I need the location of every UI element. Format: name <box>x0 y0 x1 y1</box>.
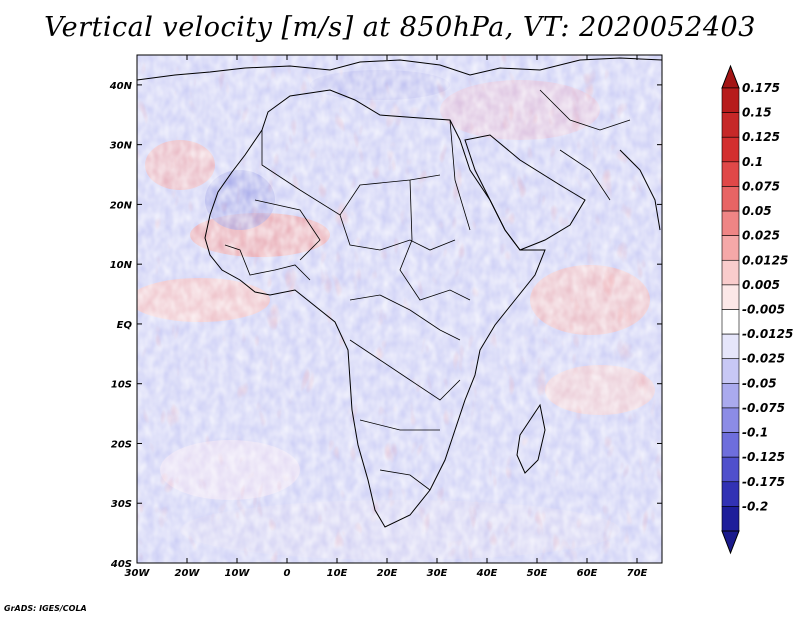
madagascar-coastline <box>516 403 546 474</box>
velocity-field <box>137 55 662 563</box>
colorbar-label: -0.0125 <box>742 327 793 341</box>
colorbar-swatch <box>721 112 740 138</box>
lon-tick-label: 10E <box>327 568 348 579</box>
colorbar-swatch <box>721 481 740 507</box>
colorbar-label: -0.025 <box>742 352 785 366</box>
lat-tick-label: 20N <box>110 200 133 211</box>
europe-coastline <box>137 57 662 81</box>
colorbar-swatch <box>721 136 740 163</box>
colorbar-swatch <box>721 456 740 483</box>
lat-tick-label: 40N <box>109 81 133 92</box>
colorbar-label: 0.175 <box>742 81 780 95</box>
lon-tick-label: 0 <box>284 568 291 579</box>
lat-tick-label: 20S <box>111 439 132 450</box>
colorbar-label: 0.025 <box>742 229 780 243</box>
colorbar-label: 0.15 <box>742 106 772 120</box>
lat-tick-label: EQ <box>117 320 133 331</box>
colorbar-swatch <box>721 407 740 433</box>
lon-tick-label: 60E <box>577 568 598 579</box>
lon-tick-label: 30E <box>427 568 448 579</box>
india-coastline <box>619 149 661 231</box>
colorbar-label: 0.1 <box>742 155 763 169</box>
colorbar-swatch <box>721 432 740 458</box>
lat-tick-label: 10S <box>111 380 132 391</box>
colorbar-bottom-arrow <box>721 530 740 555</box>
colorbar-swatch <box>721 333 740 360</box>
colorbar-top-arrow <box>721 64 740 89</box>
longitude-axis: 30W 20W 10W 0 10E 20E 30E 40E 50E 60E 70E <box>125 55 648 579</box>
field-noise-red <box>137 55 662 563</box>
lon-tick-label: 40E <box>476 568 498 579</box>
chart-title: Vertical velocity [m/s] at 850hPa, VT: 2… <box>44 12 756 43</box>
colorbar-label: -0.1 <box>742 426 768 440</box>
africa-coastline <box>204 89 546 528</box>
arabia-coastline <box>464 134 586 251</box>
colorbar-swatch <box>721 383 740 409</box>
colorbar-swatch <box>721 161 740 187</box>
colorbar-swatch <box>721 210 740 236</box>
colorbar-swatch <box>721 87 740 113</box>
colorbar-label: -0.175 <box>742 475 785 489</box>
colorbar-label: 0.05 <box>742 204 772 218</box>
lon-tick-label: 50E <box>527 568 548 579</box>
colorbar-swatch <box>721 235 740 261</box>
lon-tick-label: 20E <box>377 568 398 579</box>
colorbar: 0.175 0.15 0.125 0.1 0.075 0.05 0.025 0.0125 0.0… <box>721 64 793 555</box>
colorbar-label: 0.005 <box>742 278 780 292</box>
colorbar-swatch <box>721 186 740 212</box>
lat-tick-label: 40S <box>110 559 132 570</box>
coastlines <box>137 57 662 528</box>
colorbar-label: -0.2 <box>742 499 768 513</box>
colorbar-label: 0.075 <box>742 179 780 193</box>
lat-tick-label: 10N <box>110 260 133 271</box>
colorbar-label: 0.125 <box>742 130 780 144</box>
grads-credit: GrADS: IGES/COLA <box>4 604 87 613</box>
lon-tick-label: 20W <box>175 568 201 579</box>
colorbar-label: -0.075 <box>742 401 785 415</box>
lon-tick-label: 30W <box>125 568 151 579</box>
colorbar-swatch <box>721 284 740 310</box>
colorbar-label: -0.005 <box>742 303 785 317</box>
colorbar-swatch <box>721 358 740 384</box>
latitude-axis: 40N 30N 20N 10N EQ 10S 20S 30S 40S <box>109 81 662 570</box>
colorbar-swatch <box>721 309 740 335</box>
country-borders <box>224 89 631 491</box>
lon-tick-label: 70E <box>627 568 648 579</box>
colorbar-swatch <box>721 506 740 532</box>
plot-frame <box>136 54 663 564</box>
lat-tick-label: 30S <box>111 499 132 510</box>
lon-tick-label: 10W <box>225 568 251 579</box>
lat-tick-label: 30N <box>110 141 133 152</box>
colorbar-label: -0.05 <box>742 376 777 390</box>
colorbar-label: 0.0125 <box>742 253 788 267</box>
colorbar-label: -0.125 <box>742 450 785 464</box>
colorbar-swatch <box>721 259 740 286</box>
